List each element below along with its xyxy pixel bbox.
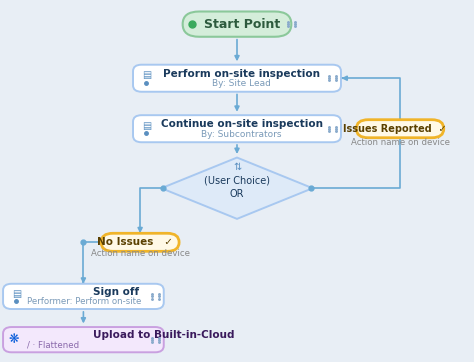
Text: Sign off: Sign off [93,287,139,297]
Text: Action name on device: Action name on device [351,138,449,147]
Text: / · Flattened: / · Flattened [27,341,79,350]
Text: ▤: ▤ [142,70,151,80]
Text: Upload to Built-in-Cloud: Upload to Built-in-Cloud [93,330,234,340]
Text: Performer: Perform on-site: Performer: Perform on-site [27,297,141,306]
Text: By: Site Lead: By: Site Lead [212,79,271,88]
Text: No Issues   ✓: No Issues ✓ [97,237,173,247]
Text: Issues Reported  ✓: Issues Reported ✓ [343,124,446,134]
Text: ⇅: ⇅ [233,161,241,172]
Text: OR: OR [230,189,244,199]
Text: (User Choice): (User Choice) [204,175,270,185]
Text: By: Subcontrators: By: Subcontrators [201,130,282,139]
FancyBboxPatch shape [133,65,341,92]
FancyBboxPatch shape [182,12,292,37]
FancyBboxPatch shape [133,115,341,142]
Text: Action name on device: Action name on device [91,249,190,258]
Polygon shape [161,157,313,219]
FancyBboxPatch shape [356,120,444,138]
FancyBboxPatch shape [101,233,179,251]
Text: ▤: ▤ [142,121,151,131]
FancyBboxPatch shape [3,327,164,352]
Text: ❋: ❋ [8,333,18,346]
Text: Continue on-site inspection: Continue on-site inspection [161,119,323,129]
Text: ▤: ▤ [12,289,21,299]
FancyBboxPatch shape [3,284,164,309]
Text: Start Point: Start Point [204,18,280,31]
Text: Perform on-site inspection: Perform on-site inspection [163,69,320,79]
